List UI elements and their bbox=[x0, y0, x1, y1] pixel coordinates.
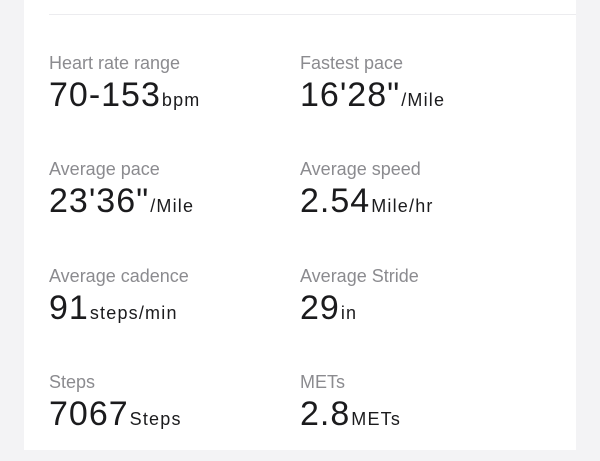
metric-label: Average Stride bbox=[300, 266, 419, 286]
metric-average-pace: Average pace 23'36"/Mile bbox=[49, 158, 289, 248]
metric-label: Steps bbox=[49, 372, 96, 392]
metric-unit: Steps bbox=[129, 409, 182, 429]
metric-value: 2.8 bbox=[300, 395, 351, 433]
metric-average-cadence: Average cadence 91steps/min bbox=[49, 265, 289, 355]
metric-unit: bpm bbox=[161, 90, 201, 110]
metric-heart-rate-range: Heart rate range 70-153bpm bbox=[49, 52, 289, 142]
metric-fastest-pace: Fastest pace 16'28"/Mile bbox=[300, 52, 540, 142]
metric-label: Average speed bbox=[300, 159, 421, 179]
workout-stats-card: Heart rate range 70-153bpm Fastest pace … bbox=[24, 0, 576, 450]
metric-unit: Mile/hr bbox=[371, 196, 434, 216]
metric-unit: /Mile bbox=[401, 90, 446, 110]
metric-label: Fastest pace bbox=[300, 53, 404, 73]
metric-value: 2.54 bbox=[300, 182, 371, 220]
metric-value-line: 2.54Mile/hr bbox=[300, 181, 434, 228]
metric-value: 16'28" bbox=[300, 76, 401, 114]
metric-value: 29 bbox=[300, 289, 340, 327]
metric-unit: steps/min bbox=[89, 303, 178, 323]
metric-value-line: 70-153bpm bbox=[49, 75, 201, 122]
metric-value-line: 91steps/min bbox=[49, 288, 178, 335]
metric-value: 7067 bbox=[49, 395, 129, 433]
metric-mets: METs 2.8METs bbox=[300, 371, 540, 461]
metric-value-line: 2.8METs bbox=[300, 394, 401, 441]
metric-value-line: 23'36"/Mile bbox=[49, 181, 194, 228]
metric-value-line: 16'28"/Mile bbox=[300, 75, 445, 122]
metric-value: 70-153 bbox=[49, 76, 161, 114]
metric-unit: in bbox=[340, 303, 358, 323]
metric-unit: /Mile bbox=[150, 196, 195, 216]
metric-unit: METs bbox=[351, 409, 402, 429]
metric-steps: Steps 7067Steps bbox=[49, 371, 289, 461]
metric-label: Average pace bbox=[49, 159, 160, 179]
metric-value-line: 7067Steps bbox=[49, 394, 182, 441]
metric-value: 23'36" bbox=[49, 182, 150, 220]
metric-label: Heart rate range bbox=[49, 53, 181, 73]
metric-label: Average cadence bbox=[49, 266, 189, 286]
metric-value: 91 bbox=[49, 289, 89, 327]
top-divider bbox=[49, 14, 576, 15]
metric-label: METs bbox=[300, 372, 345, 392]
metric-average-stride: Average Stride 29in bbox=[300, 265, 540, 355]
metric-average-speed: Average speed 2.54Mile/hr bbox=[300, 158, 540, 248]
metric-value-line: 29in bbox=[300, 288, 357, 335]
